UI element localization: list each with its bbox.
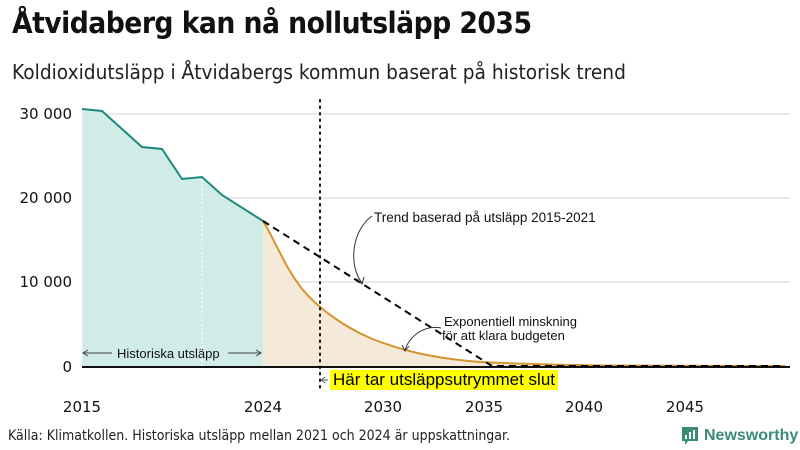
y-tick: 30 000 bbox=[20, 105, 73, 123]
x-tick: 2015 bbox=[63, 398, 101, 416]
trend-line bbox=[262, 220, 785, 367]
x-tick: 2024 bbox=[244, 398, 282, 416]
budget-end-arrow bbox=[320, 376, 328, 384]
x-axis: 2015 2024 2030 2035 2040 2045 bbox=[63, 398, 704, 416]
x-tick: 2045 bbox=[666, 398, 704, 416]
newsworthy-logo: Newsworthy bbox=[681, 426, 798, 446]
historical-line bbox=[81, 108, 264, 222]
projection-area bbox=[263, 221, 785, 366]
historical-area bbox=[82, 109, 263, 366]
y-axis: 30 000 20 000 10 000 0 bbox=[20, 105, 73, 376]
y-tick: 20 000 bbox=[20, 189, 73, 207]
source-note: Källa: Klimatkollen. Historiska utsläpp … bbox=[8, 428, 511, 444]
bar-chart-icon bbox=[682, 427, 698, 445]
exp-annotation-line2: för att klara budgeten bbox=[442, 328, 565, 343]
brand-name: Newsworthy bbox=[704, 427, 799, 444]
x-tick: 2030 bbox=[364, 398, 402, 416]
y-tick: 0 bbox=[62, 358, 72, 376]
x-tick: 2040 bbox=[565, 398, 603, 416]
historical-range-arrow bbox=[82, 349, 262, 357]
exp-annotation-line1: Exponentiell minskning bbox=[444, 314, 577, 329]
chart-title: Åtvidaberg kan nå nollutsläpp 2035 bbox=[12, 6, 532, 40]
budget-end-label: Här tar utsläppsutrymmet slut bbox=[330, 370, 559, 390]
x-tick: 2035 bbox=[465, 398, 503, 416]
historical-label: Historiska utsläpp bbox=[117, 346, 220, 361]
projection-line bbox=[262, 220, 786, 367]
trend-annotation: Trend baserad på utsläpp 2015-2021 bbox=[374, 210, 596, 225]
y-tick: 10 000 bbox=[20, 273, 73, 291]
chart-subtitle: Koldioxidutsläpp i Åtvidabergs kommun ba… bbox=[12, 60, 626, 84]
exp-annotation-arrow bbox=[404, 326, 442, 351]
trend-annotation-arrow bbox=[353, 215, 373, 284]
